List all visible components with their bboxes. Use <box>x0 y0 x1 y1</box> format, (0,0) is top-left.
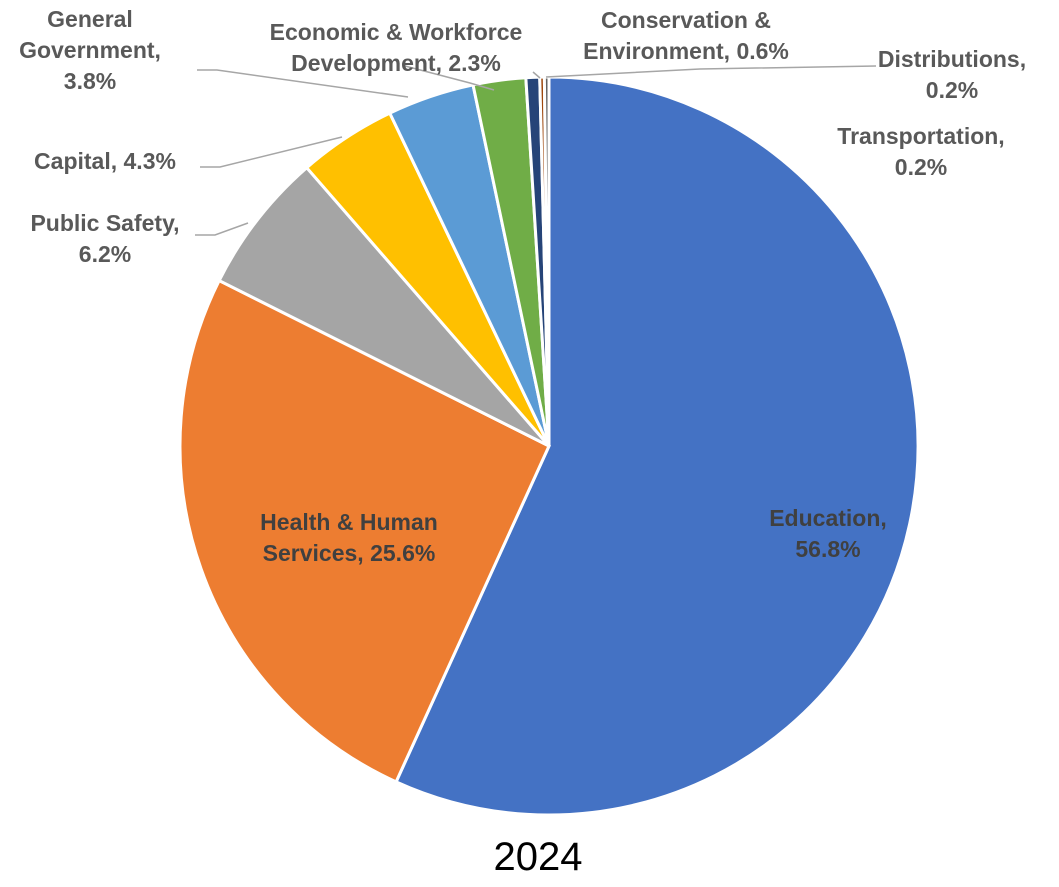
data-label-line: Economic & Workforce <box>270 19 523 45</box>
data-label-line: Conservation & <box>601 7 771 33</box>
data-label-line: Education, <box>769 505 887 531</box>
data-label-education: Education, 56.8% <box>769 505 887 562</box>
leader-line-economic-and-workforce-development <box>404 65 495 91</box>
data-label-general-government: General Government, 3.8% <box>19 6 161 94</box>
data-label-transportation: Transportation, 0.2% <box>837 123 1004 180</box>
data-label-line: Capital, 4.3% <box>34 148 176 174</box>
data-label-line: 56.8% <box>795 536 860 562</box>
slice-labels: Education, 56.8% Health & Human Services, 2… <box>19 6 1026 566</box>
data-label-health-and-human-services: Health & Human Services, 25.6% <box>260 509 438 566</box>
leader-line-public-safety <box>195 222 249 236</box>
leader-line-capital <box>200 136 343 168</box>
data-label-capital: Capital, 4.3% <box>34 148 176 174</box>
slice-health-and-human-services <box>178 278 551 784</box>
data-label-line: Services, 25.6% <box>263 540 436 566</box>
data-label-line: 3.8% <box>64 68 116 94</box>
data-label-economic-and-workforce-development: Economic & Workforce Development, 2.3% <box>270 19 523 76</box>
data-label-line: 0.2% <box>926 77 978 103</box>
data-label-line: Distributions, <box>878 46 1026 72</box>
data-label-conservation-and-environment: Conservation & Environment, 0.6% <box>583 7 789 64</box>
data-label-distributions: Distributions, 0.2% <box>878 46 1026 103</box>
data-label-line: Development, 2.3% <box>291 50 501 76</box>
data-label-line: Health & Human <box>260 509 438 535</box>
data-label-line: Government, <box>19 37 161 63</box>
leader-lines <box>195 65 877 236</box>
pie-slices <box>178 75 920 817</box>
data-label-line: Transportation, <box>837 123 1004 149</box>
leader-line-conservation-and-environment <box>532 71 541 79</box>
leader-line-general-government <box>197 69 409 98</box>
slice-public-safety <box>217 165 551 448</box>
slice-education <box>394 75 920 817</box>
data-label-line: General <box>47 6 133 32</box>
data-label-line: 6.2% <box>79 241 131 267</box>
leader-line-distributions <box>545 65 877 78</box>
data-label-line: Environment, 0.6% <box>583 38 789 64</box>
data-label-line: Public Safety, <box>30 210 179 236</box>
data-label-public-safety: Public Safety, 6.2% <box>30 210 179 267</box>
chart-caption: 2024 <box>494 835 583 879</box>
data-label-line: 0.2% <box>895 154 947 180</box>
